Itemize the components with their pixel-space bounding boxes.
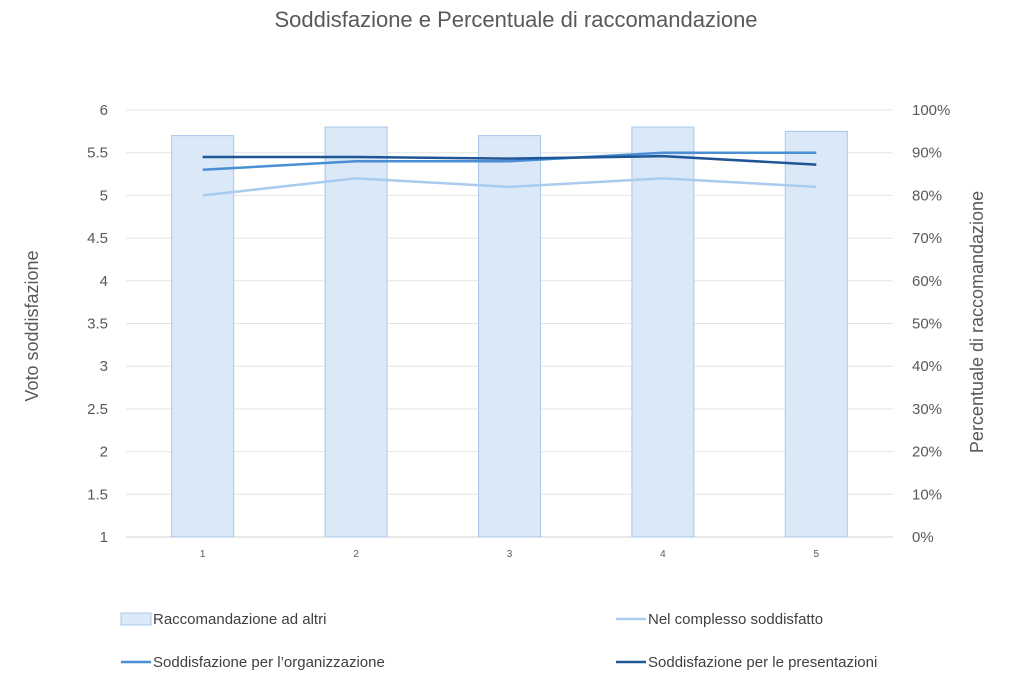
left-tick-label: 3.5 (87, 316, 108, 333)
left-tick-label: 1 (100, 529, 108, 546)
right-tick-label: 50% (912, 316, 942, 333)
right-axis-ticks: 0% 10% 20% 30% 40% 50% 60% 70% 80% 90% 100% (912, 102, 950, 546)
legend-label: Nel complesso soddisfatto (648, 611, 823, 628)
left-tick-label: 4 (100, 273, 108, 290)
left-tick-label: 5.5 (87, 145, 108, 162)
left-tick-label: 3 (100, 358, 108, 375)
right-tick-label: 30% (912, 401, 942, 418)
series-line (202, 151, 817, 172)
left-tick-label: 5 (100, 187, 108, 204)
right-tick-label: 70% (912, 230, 942, 247)
legend-item: Soddisfazione per l’organizzazione (121, 654, 385, 671)
legend-item: Soddisfazione per le presentazioni (616, 654, 877, 671)
right-tick-label: 40% (912, 358, 942, 375)
right-tick-label: 60% (912, 273, 942, 290)
legend-item: Nel complesso soddisfatto (616, 611, 823, 628)
legend: Raccomandazione ad altri Nel complesso so… (120, 611, 877, 671)
x-tick-label: 1 (200, 549, 206, 560)
left-tick-label: 4.5 (87, 230, 108, 247)
right-tick-label: 80% (912, 187, 942, 204)
x-axis-ticks: 1 2 3 4 5 (200, 549, 820, 560)
bar (784, 130, 848, 538)
left-axis-ticks: 1 1.5 2 2.5 3 3.5 4 4.5 5 5.5 6 (87, 102, 108, 546)
left-tick-label: 2 (100, 444, 108, 461)
legend-label: Soddisfazione per le presentazioni (648, 654, 877, 671)
right-tick-label: 90% (912, 145, 942, 162)
legend-label: Raccomandazione ad altri (153, 611, 326, 628)
bar (478, 135, 541, 538)
chart-title: Soddisfazione e Percentuale di raccomand… (274, 7, 757, 32)
bar-series (171, 126, 848, 538)
x-tick-label: 4 (660, 549, 666, 560)
legend-swatch (120, 612, 152, 626)
legend-item: Raccomandazione ad altri (120, 611, 326, 628)
right-tick-label: 100% (912, 102, 950, 119)
left-axis-title: Voto soddisfazione (22, 250, 42, 401)
bar (324, 126, 388, 538)
left-tick-label: 6 (100, 102, 108, 119)
legend-label: Soddisfazione per l’organizzazione (153, 654, 385, 671)
bar (631, 126, 695, 538)
x-tick-label: 5 (814, 549, 820, 560)
line-series (202, 151, 817, 197)
left-tick-label: 1.5 (87, 486, 108, 503)
x-tick-label: 3 (507, 549, 513, 560)
series-line (202, 177, 817, 197)
x-tick-label: 2 (353, 549, 359, 560)
right-tick-label: 0% (912, 529, 934, 546)
series-line (202, 154, 817, 166)
right-tick-label: 10% (912, 486, 942, 503)
bar (171, 135, 235, 538)
right-tick-label: 20% (912, 444, 942, 461)
left-tick-label: 2.5 (87, 401, 108, 418)
right-axis-title: Percentuale di raccomandazione (967, 191, 987, 453)
